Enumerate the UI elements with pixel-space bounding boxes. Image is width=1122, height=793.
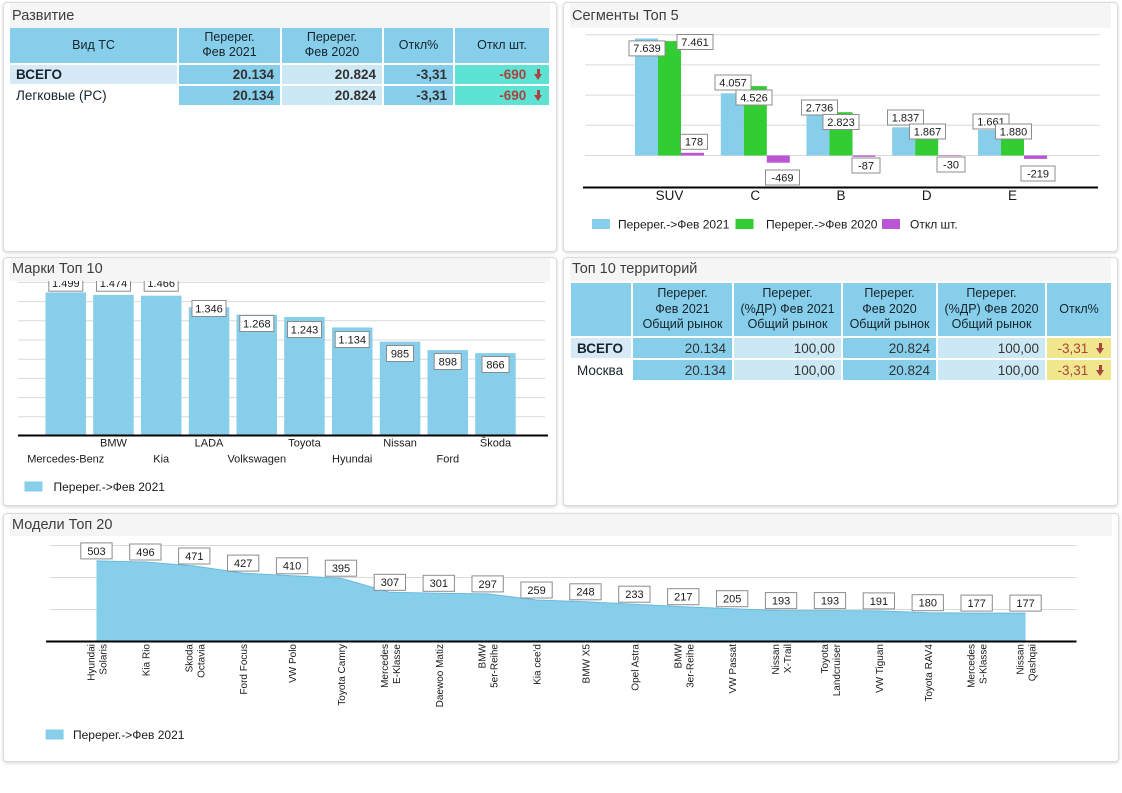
svg-text:307: 307 [381,577,399,589]
svg-text:Toyota: Toyota [288,438,321,450]
svg-text:427: 427 [234,558,252,570]
svg-text:2.736: 2.736 [806,102,834,114]
svg-text:Qashqai: Qashqai [1028,644,1039,681]
svg-text:C: C [750,188,760,203]
svg-text:BMW: BMW [673,643,684,668]
svg-text:Mercedes: Mercedes [380,644,391,688]
svg-text:VW Polo: VW Polo [288,644,299,683]
svg-text:985: 985 [391,348,409,360]
svg-text:Skoda: Skoda [184,644,195,673]
svg-text:Solaris: Solaris [99,644,110,675]
svg-text:177: 177 [968,598,986,610]
svg-text:1.837: 1.837 [892,112,920,124]
svg-text:233: 233 [625,589,643,601]
svg-text:177: 177 [1016,598,1034,610]
svg-text:866: 866 [486,359,504,371]
svg-text:1.474: 1.474 [100,278,128,290]
svg-text:496: 496 [136,547,154,559]
svg-text:-469: -469 [771,172,793,184]
svg-text:Hyundai: Hyundai [87,644,98,681]
svg-text:LADA: LADA [195,438,224,450]
svg-text:B: B [836,188,845,203]
svg-text:471: 471 [185,551,203,563]
svg-text:1.268: 1.268 [243,318,271,330]
svg-text:Toyota Camry: Toyota Camry [337,644,348,706]
svg-text:395: 395 [332,563,350,575]
svg-text:Toyota: Toyota [820,644,831,674]
svg-text:7.461: 7.461 [681,37,709,49]
svg-text:Kia Rio: Kia Rio [141,644,152,677]
svg-text:180: 180 [919,598,937,610]
svg-text:1.499: 1.499 [52,278,80,290]
svg-text:Mercedes-Benz: Mercedes-Benz [27,454,104,466]
svg-text:X-Trail: X-Trail [783,644,794,673]
svg-text:D: D [922,188,932,203]
svg-text:1.134: 1.134 [338,334,366,346]
svg-text:5er-Reihe: 5er-Reihe [490,644,501,688]
svg-text:Landcruiser: Landcruiser [832,643,843,696]
svg-text:BMW: BMW [478,643,489,668]
svg-text:193: 193 [772,595,790,607]
svg-text:-219: -219 [1027,168,1049,180]
svg-text:Nissan: Nissan [771,644,782,675]
svg-text:2.823: 2.823 [827,117,855,129]
svg-text:BMW X5: BMW X5 [582,644,593,684]
svg-text:297: 297 [479,579,497,591]
svg-text:Ford Focus: Ford Focus [239,644,250,695]
svg-text:VW Tiguan: VW Tiguan [875,644,886,693]
svg-text:Volkswagen: Volkswagen [227,454,286,466]
svg-text:178: 178 [685,137,703,149]
svg-text:E-Klasse: E-Klasse [392,644,403,684]
svg-text:Octavia: Octavia [196,644,207,678]
svg-text:Перерег.->Фев 2021: Перерег.->Фев 2021 [73,728,185,742]
svg-text:BMW: BMW [100,438,128,450]
svg-text:4.057: 4.057 [719,77,747,89]
svg-text:3er-Reihe: 3er-Reihe [685,644,696,688]
svg-text:Перерег.->Фев 2020: Перерег.->Фев 2020 [766,218,878,232]
svg-text:E: E [1008,188,1017,203]
svg-text:191: 191 [870,596,888,608]
svg-text:898: 898 [439,356,457,368]
svg-text:Nissan: Nissan [383,438,417,450]
svg-text:-87: -87 [858,160,874,172]
svg-text:Nissan: Nissan [1016,644,1027,675]
svg-text:301: 301 [430,578,448,590]
svg-text:SUV: SUV [656,188,684,203]
svg-text:410: 410 [283,561,301,573]
svg-text:Mercedes: Mercedes [967,644,978,688]
svg-text:7.639: 7.639 [633,43,661,55]
svg-text:4.526: 4.526 [740,92,768,104]
svg-text:VW Passat: VW Passat [728,644,739,694]
svg-text:248: 248 [576,587,594,599]
svg-text:Откл шт.: Откл шт. [910,218,958,232]
svg-text:Kia cee'd: Kia cee'd [533,644,544,685]
svg-text:1.346: 1.346 [195,303,223,315]
svg-text:1.243: 1.243 [291,324,319,336]
svg-text:-30: -30 [943,159,959,171]
svg-text:Перерег.->Фев 2021: Перерег.->Фев 2021 [618,218,730,232]
svg-text:Перерег.->Фев 2021: Перерег.->Фев 2021 [54,480,166,494]
svg-text:1.880: 1.880 [1000,126,1028,138]
svg-text:259: 259 [527,585,545,597]
svg-text:Daewoo Matiz: Daewoo Matiz [435,644,446,707]
svg-text:1.466: 1.466 [147,278,175,290]
svg-text:Toyota RAV4: Toyota RAV4 [924,644,935,702]
svg-text:Opel Astra: Opel Astra [630,644,641,691]
svg-text:Škoda: Škoda [480,437,512,450]
svg-text:503: 503 [87,546,105,558]
svg-text:S-Klasse: S-Klasse [979,644,990,684]
svg-text:Hyundai: Hyundai [332,454,372,466]
svg-text:193: 193 [821,595,839,607]
svg-text:217: 217 [674,592,692,604]
svg-text:Kia: Kia [153,454,170,466]
svg-text:205: 205 [723,594,741,606]
svg-text:Ford: Ford [436,454,459,466]
svg-text:1.867: 1.867 [914,126,942,138]
